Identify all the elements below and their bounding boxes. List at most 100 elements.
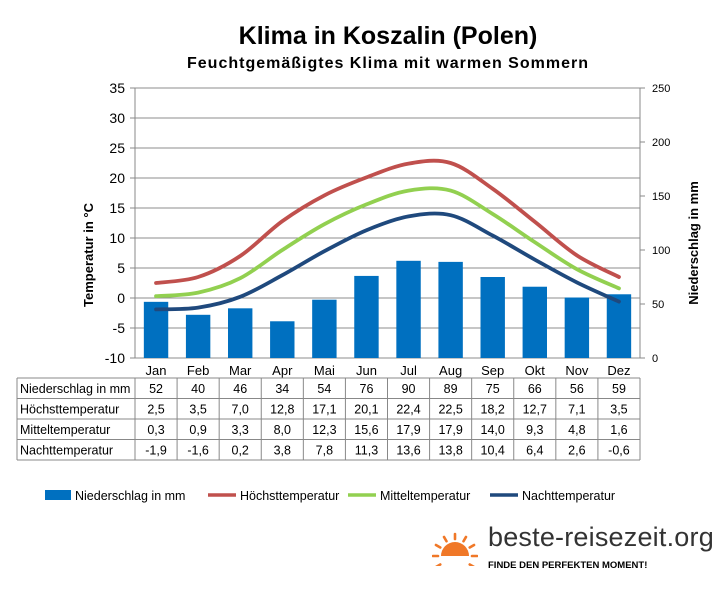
max-temp-line — [154, 158, 621, 285]
y-left-tick-label: 15 — [109, 200, 125, 216]
table-cell: 7,8 — [316, 444, 333, 458]
y-right-tick-label: 50 — [652, 299, 664, 311]
table-cell: 1,6 — [610, 423, 627, 437]
x-tick-label: Mar — [229, 363, 252, 378]
y-right-tick-label: 100 — [652, 245, 670, 257]
table-cell: 0,9 — [189, 423, 206, 437]
table-cell: 76 — [360, 382, 374, 396]
sun-ray — [468, 563, 475, 566]
chart-title: Klima in Koszalin (Polen) — [239, 22, 538, 50]
legend-label: Mitteltemperatur — [380, 489, 470, 503]
x-tick-label: Mai — [314, 363, 335, 378]
table-cell: 3,8 — [274, 444, 291, 458]
y-right-axis-label: Niederschlag in mm — [686, 181, 701, 305]
precip-bar — [185, 314, 211, 358]
table-cell: 15,6 — [354, 423, 378, 437]
grid-lines — [134, 87, 641, 359]
precip-bar — [606, 294, 632, 358]
precip-bar — [228, 308, 253, 358]
y-left-tick-label: 10 — [109, 230, 125, 246]
table-cell: 14,0 — [481, 423, 505, 437]
table-row-header: Höchsttemperatur — [20, 403, 119, 417]
table-cell: 75 — [486, 382, 500, 396]
table-cell: 18,2 — [481, 403, 505, 417]
table-cell: 40 — [191, 382, 205, 396]
y-right-tick-label: 150 — [652, 191, 670, 203]
table-cell: 9,3 — [526, 423, 543, 437]
x-tick-label: Apr — [272, 363, 293, 378]
y-left-tick-label: 5 — [117, 260, 125, 276]
legend-swatch — [45, 490, 71, 500]
temperature-lines — [154, 158, 621, 312]
table-cell: 17,9 — [438, 423, 462, 437]
data-table: Niederschlag in mm 52 40 46 34 54 76 90 89 75 66 56… — [16, 377, 641, 461]
table-cell: 3,3 — [232, 423, 249, 437]
table-cell: 7,0 — [232, 403, 249, 417]
legend: Niederschlag in mm Höchsttemperatur Mittel… — [45, 489, 615, 503]
sun-ray — [468, 543, 476, 549]
brand-name: beste-reisezeit.org — [488, 522, 714, 552]
precip-bar — [564, 297, 590, 358]
y-right-tick-label: 200 — [652, 137, 670, 149]
table-cell: 56 — [570, 382, 584, 396]
x-tick-label: Okt — [525, 363, 546, 378]
y-left-tick-label: 30 — [109, 110, 125, 126]
x-tick-label: Nov — [565, 363, 589, 378]
table-cell: 12,7 — [523, 403, 547, 417]
table-cell: 6,4 — [526, 444, 543, 458]
table-cell: 10,4 — [481, 444, 505, 458]
table-cell: 46 — [233, 382, 247, 396]
table-cell: 54 — [317, 382, 331, 396]
y-left-tick-label: 25 — [109, 140, 125, 156]
y-right-tick-label: 250 — [652, 83, 670, 95]
sun-ray — [462, 535, 468, 543]
brand-logo[interactable]: beste-reisezeit.org FINDE DEN PERFEKTEN … — [432, 520, 718, 590]
precip-bar — [270, 321, 295, 358]
precip-bar — [312, 299, 337, 358]
table-cell: 7,1 — [568, 403, 585, 417]
table-cell: 22,5 — [438, 403, 462, 417]
legend-label: Höchsttemperatur — [240, 489, 339, 503]
x-tick-label: Jan — [146, 363, 167, 378]
sun-ray — [442, 535, 448, 543]
mean-temp-line — [154, 186, 621, 299]
precipitation-bars — [143, 260, 632, 358]
table-cell: 66 — [528, 382, 542, 396]
precip-bar — [396, 260, 421, 358]
precip-bar — [522, 286, 547, 358]
table-cell: 12,3 — [312, 423, 336, 437]
min-temp-line — [154, 211, 621, 312]
table-cell: 2,5 — [147, 403, 164, 417]
table-row-header: Mitteltemperatur — [20, 423, 110, 437]
brand-tagline: FINDE DEN PERFEKTEN MOMENT! — [488, 560, 648, 571]
table-row-header: Niederschlag in mm — [20, 382, 130, 396]
sun-ray — [435, 563, 442, 566]
table-cell: 59 — [612, 382, 626, 396]
x-tick-label: Feb — [187, 363, 209, 378]
table-cell: 17,1 — [312, 403, 336, 417]
table-cell: 0,3 — [147, 423, 164, 437]
table-cell: 0,2 — [232, 444, 249, 458]
legend-label: Nachttemperatur — [522, 489, 615, 503]
table-cell: 20,1 — [354, 403, 378, 417]
table-cell: 90 — [402, 382, 416, 396]
table-row-header: Nachttemperatur — [20, 444, 113, 458]
table-cell: 13,8 — [438, 444, 462, 458]
sun-ray — [434, 543, 442, 549]
precip-bar — [480, 277, 505, 358]
table-cell: -0,6 — [608, 444, 630, 458]
x-tick-label: Dez — [607, 363, 630, 378]
table-cell: 12,8 — [270, 403, 294, 417]
table-cell: 17,9 — [396, 423, 420, 437]
table-cell: 4,8 — [568, 423, 585, 437]
x-tick-label: Aug — [439, 363, 462, 378]
precip-bar — [438, 261, 463, 358]
table-cell: 3,5 — [610, 403, 627, 417]
chart-subtitle: Feuchtgemäßigtes Klima mit warmen Sommer… — [187, 55, 589, 72]
y-left-tick-label: -10 — [105, 350, 125, 366]
x-tick-label: Jun — [356, 363, 377, 378]
table-cell: -1,9 — [145, 444, 167, 458]
y-left-tick-label: 35 — [109, 80, 125, 96]
table-cell: 22,4 — [396, 403, 420, 417]
